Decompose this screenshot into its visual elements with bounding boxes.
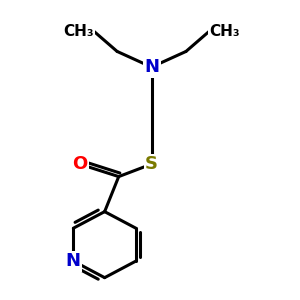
Text: N: N <box>66 252 81 270</box>
Text: CH₃: CH₃ <box>63 24 94 39</box>
Text: S: S <box>145 155 158 173</box>
Text: O: O <box>72 155 87 173</box>
Text: N: N <box>144 58 159 76</box>
Text: CH₃: CH₃ <box>209 24 240 39</box>
